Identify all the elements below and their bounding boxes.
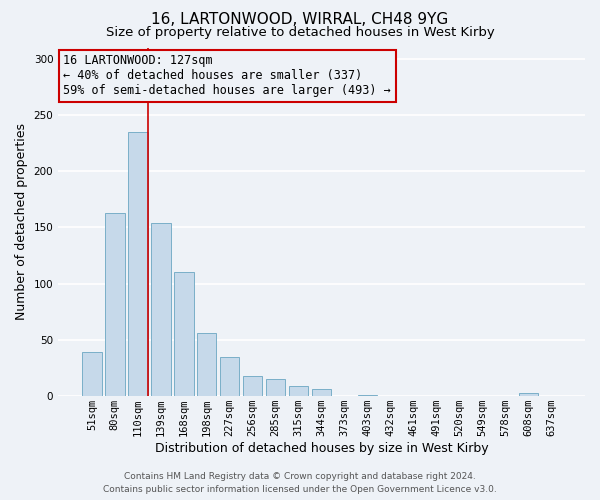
- Bar: [266, 380, 286, 396]
- Bar: [220, 357, 239, 396]
- Bar: [105, 213, 125, 396]
- Text: Contains HM Land Registry data © Crown copyright and database right 2024.
Contai: Contains HM Land Registry data © Crown c…: [103, 472, 497, 494]
- Bar: [151, 223, 170, 396]
- Text: 16, LARTONWOOD, WIRRAL, CH48 9YG: 16, LARTONWOOD, WIRRAL, CH48 9YG: [151, 12, 449, 28]
- Bar: [358, 395, 377, 396]
- Bar: [289, 386, 308, 396]
- Bar: [174, 272, 194, 396]
- Y-axis label: Number of detached properties: Number of detached properties: [15, 124, 28, 320]
- X-axis label: Distribution of detached houses by size in West Kirby: Distribution of detached houses by size …: [155, 442, 488, 455]
- Bar: [518, 393, 538, 396]
- Bar: [128, 132, 148, 396]
- Bar: [82, 352, 101, 396]
- Bar: [243, 376, 262, 396]
- Bar: [312, 390, 331, 396]
- Text: Size of property relative to detached houses in West Kirby: Size of property relative to detached ho…: [106, 26, 494, 39]
- Bar: [197, 333, 217, 396]
- Text: 16 LARTONWOOD: 127sqm
← 40% of detached houses are smaller (337)
59% of semi-det: 16 LARTONWOOD: 127sqm ← 40% of detached …: [64, 54, 391, 98]
